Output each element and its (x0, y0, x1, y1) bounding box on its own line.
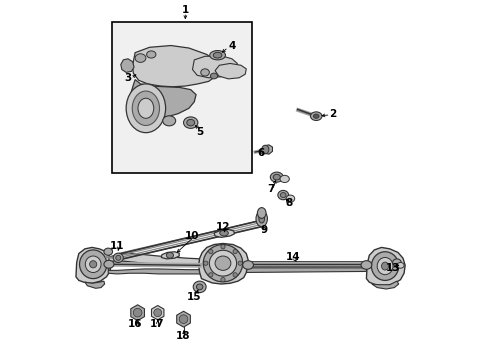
Ellipse shape (208, 273, 213, 277)
Ellipse shape (201, 69, 209, 76)
Text: 8: 8 (285, 198, 292, 208)
Ellipse shape (255, 211, 267, 226)
Ellipse shape (392, 259, 400, 266)
Polygon shape (215, 63, 246, 79)
Ellipse shape (203, 244, 242, 282)
Ellipse shape (258, 215, 264, 223)
Ellipse shape (277, 190, 288, 200)
Text: 14: 14 (285, 252, 300, 262)
Text: 13: 13 (386, 263, 400, 273)
Text: 1: 1 (182, 5, 188, 15)
Polygon shape (371, 281, 398, 289)
Ellipse shape (210, 73, 217, 79)
Ellipse shape (257, 208, 265, 219)
Ellipse shape (219, 230, 228, 236)
Ellipse shape (313, 114, 319, 118)
Ellipse shape (85, 256, 101, 273)
Polygon shape (192, 56, 237, 78)
Ellipse shape (203, 261, 207, 265)
Ellipse shape (193, 281, 206, 293)
Polygon shape (130, 305, 144, 320)
Text: 2: 2 (328, 109, 335, 119)
Polygon shape (366, 247, 405, 286)
Text: 12: 12 (215, 222, 230, 231)
Ellipse shape (209, 250, 236, 276)
Ellipse shape (80, 250, 106, 279)
Ellipse shape (280, 193, 285, 198)
Polygon shape (261, 145, 272, 154)
Ellipse shape (285, 195, 294, 202)
Ellipse shape (238, 261, 242, 265)
Ellipse shape (221, 278, 224, 282)
Ellipse shape (261, 145, 268, 154)
Ellipse shape (135, 54, 145, 62)
Ellipse shape (104, 248, 112, 255)
Text: 11: 11 (110, 241, 124, 251)
Polygon shape (132, 45, 219, 87)
Polygon shape (176, 311, 190, 327)
Ellipse shape (376, 257, 392, 275)
Text: 16: 16 (128, 319, 142, 329)
Polygon shape (214, 229, 234, 237)
Polygon shape (85, 281, 104, 288)
Polygon shape (76, 247, 111, 283)
Text: 15: 15 (187, 292, 201, 302)
Ellipse shape (166, 252, 173, 258)
Ellipse shape (215, 256, 230, 270)
Polygon shape (108, 262, 366, 274)
Ellipse shape (381, 262, 388, 270)
Polygon shape (121, 59, 134, 72)
Ellipse shape (153, 309, 162, 317)
Ellipse shape (232, 249, 237, 254)
Text: 4: 4 (228, 41, 235, 50)
Text: 18: 18 (176, 331, 190, 341)
Polygon shape (109, 253, 366, 267)
Ellipse shape (232, 273, 237, 277)
Bar (112, 22, 251, 173)
Ellipse shape (310, 112, 321, 121)
Text: 10: 10 (185, 231, 199, 240)
Text: 5: 5 (196, 127, 203, 136)
Ellipse shape (104, 260, 114, 268)
Text: 17: 17 (149, 319, 163, 329)
Polygon shape (161, 252, 179, 259)
Ellipse shape (280, 175, 289, 183)
Text: 7: 7 (267, 184, 275, 194)
Ellipse shape (209, 50, 225, 60)
Polygon shape (151, 306, 163, 320)
Ellipse shape (186, 120, 194, 126)
Ellipse shape (371, 252, 398, 280)
Ellipse shape (183, 117, 198, 129)
Text: 6: 6 (257, 148, 264, 158)
Ellipse shape (360, 261, 371, 269)
Ellipse shape (208, 249, 213, 254)
Ellipse shape (163, 116, 175, 126)
Ellipse shape (116, 255, 121, 260)
Text: 9: 9 (260, 225, 267, 235)
Ellipse shape (133, 309, 142, 317)
Ellipse shape (242, 261, 253, 269)
Polygon shape (198, 243, 247, 284)
Polygon shape (128, 80, 196, 118)
Ellipse shape (179, 315, 187, 324)
Text: 3: 3 (124, 73, 131, 83)
Ellipse shape (89, 261, 97, 268)
Ellipse shape (146, 51, 156, 58)
Ellipse shape (196, 284, 203, 290)
Ellipse shape (273, 174, 280, 180)
Ellipse shape (221, 244, 224, 249)
Ellipse shape (132, 91, 159, 126)
Ellipse shape (213, 52, 222, 58)
Ellipse shape (126, 84, 165, 133)
Ellipse shape (113, 253, 123, 262)
Ellipse shape (396, 262, 403, 268)
Ellipse shape (138, 98, 153, 118)
Ellipse shape (270, 172, 283, 182)
